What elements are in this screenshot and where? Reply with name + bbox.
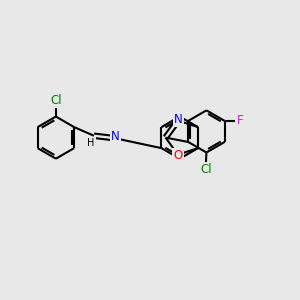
Text: Cl: Cl	[201, 163, 212, 176]
Text: O: O	[173, 149, 183, 162]
Text: F: F	[237, 114, 243, 128]
Text: Cl: Cl	[50, 94, 62, 107]
Text: H: H	[87, 138, 94, 148]
Text: N: N	[174, 113, 183, 126]
Text: N: N	[111, 130, 120, 143]
